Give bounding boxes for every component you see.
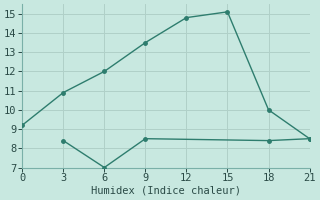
X-axis label: Humidex (Indice chaleur): Humidex (Indice chaleur) <box>91 186 241 196</box>
